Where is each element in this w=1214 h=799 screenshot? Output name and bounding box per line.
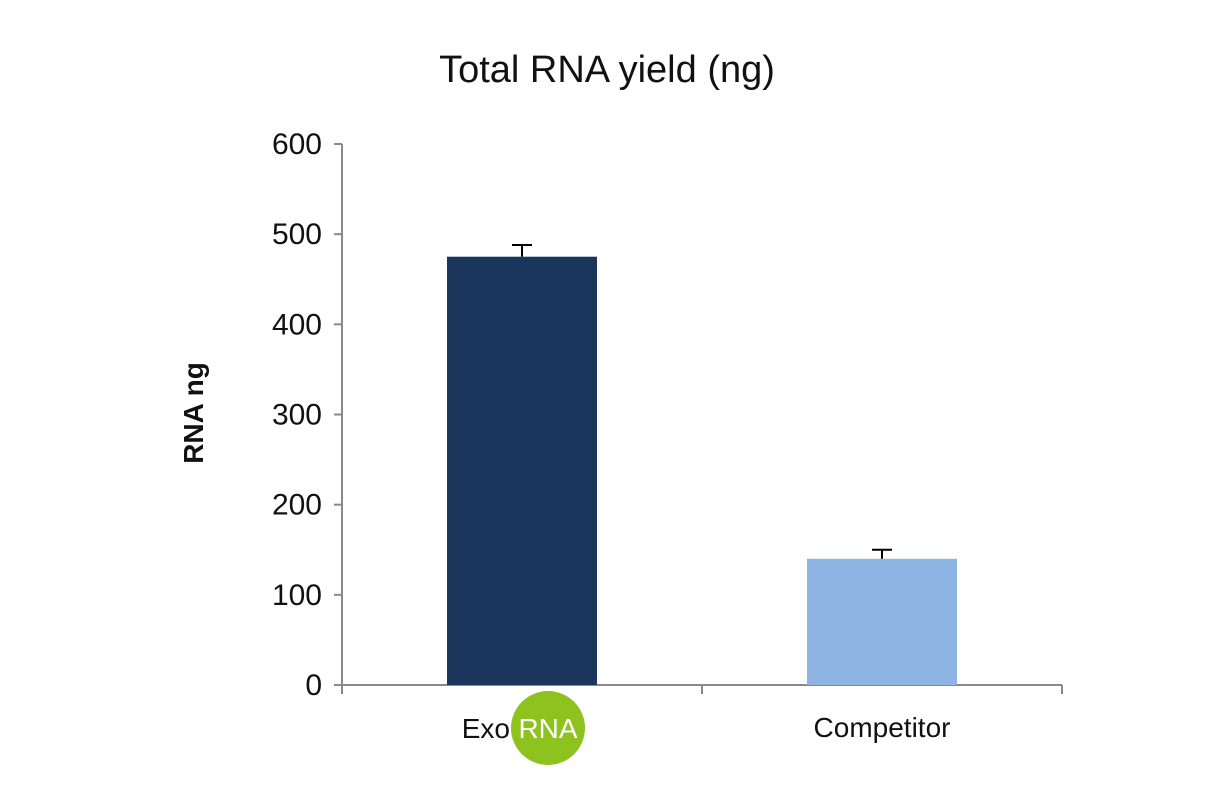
y-ticks: 0 100 200 300 400 500 600 xyxy=(272,128,342,702)
y-tick-label: 100 xyxy=(272,579,322,612)
bar xyxy=(807,558,957,685)
category-labels: Exo RNA Competitor xyxy=(462,691,951,765)
y-axis-label: RNA ng xyxy=(178,362,209,464)
error-bars xyxy=(512,243,892,559)
bars xyxy=(447,256,957,685)
y-tick-label: 200 xyxy=(272,489,322,522)
exorna-logo-text: RNA xyxy=(518,713,577,744)
y-tick-label: 300 xyxy=(272,399,322,432)
y-tick-label: 600 xyxy=(272,128,322,161)
y-tick-label: 0 xyxy=(305,669,322,702)
exorna-logo-icon xyxy=(511,691,585,765)
y-tick-label: 500 xyxy=(272,218,322,251)
chart-title: Total RNA yield (ng) xyxy=(439,49,775,91)
category-label: Competitor xyxy=(814,712,951,743)
bar xyxy=(447,256,597,685)
category-label-prefix: Exo xyxy=(462,713,510,744)
y-tick-label: 400 xyxy=(272,308,322,341)
